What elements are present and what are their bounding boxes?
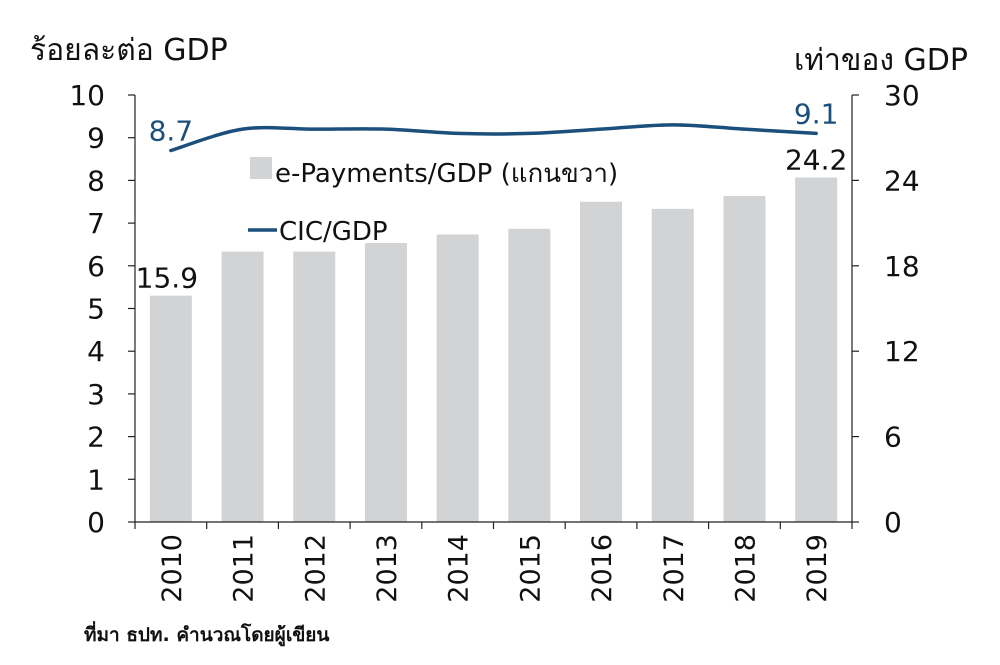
data-label-2019: 9.1 — [794, 97, 839, 130]
left-tick-label: 7 — [87, 207, 105, 240]
x-tick-label-2015: 2015 — [515, 534, 546, 603]
x-tick-label-2011: 2011 — [229, 534, 260, 603]
left-tick-label: 1 — [87, 463, 105, 496]
data-label-2019: 24.2 — [785, 144, 847, 177]
bar-2016 — [580, 201, 623, 522]
right-tick-label: 12 — [884, 335, 920, 368]
bar-2012 — [293, 251, 336, 523]
cic-gdp-line — [169, 123, 818, 153]
x-tick-label-2013: 2013 — [372, 534, 403, 603]
right-tick-label: 6 — [884, 421, 902, 454]
x-tick-label-2017: 2017 — [659, 534, 690, 603]
legend-bar-swatch — [250, 157, 272, 179]
bar-2010 — [149, 295, 192, 522]
bar-2013 — [364, 243, 407, 522]
legend-bar-label: e-Payments/GDP (แกนขวา) — [275, 159, 618, 189]
x-tick-label-2016: 2016 — [587, 534, 618, 603]
left-tick-label: 3 — [87, 378, 105, 411]
legend-line-label: CIC/GDP — [279, 217, 388, 247]
left-tick-label: 0 — [87, 506, 105, 539]
x-tick-label-2014: 2014 — [444, 534, 475, 603]
bar-2019 — [795, 177, 838, 522]
left-tick-label: 10 — [69, 79, 105, 112]
bar-2014 — [436, 234, 479, 522]
right-tick-label: 30 — [884, 79, 920, 112]
data-label-2010: 15.9 — [136, 262, 198, 295]
bar-2011 — [221, 251, 264, 523]
left-tick-label: 5 — [87, 293, 105, 326]
left-tick-label: 9 — [87, 122, 105, 155]
left-tick-label: 4 — [87, 335, 105, 368]
right-axis-title: เท่าของ GDP — [794, 43, 968, 78]
bar-2018 — [723, 196, 766, 522]
bar-2017 — [651, 208, 694, 522]
left-axis-title: ร้อยละต่อ GDP — [30, 33, 228, 68]
x-tick-label-2018: 2018 — [730, 534, 761, 603]
left-tick-label: 2 — [87, 421, 105, 454]
source-note: ที่มา ธปท. คำนวณโดยผู้เขียน — [84, 624, 330, 646]
left-tick-label: 8 — [87, 164, 105, 197]
left-tick-label: 6 — [87, 250, 105, 283]
right-tick-label: 18 — [884, 250, 920, 283]
x-tick-label-2019: 2019 — [802, 534, 833, 603]
right-tick-label: 24 — [884, 164, 920, 197]
x-tick-label-2010: 2010 — [157, 534, 188, 603]
bar-2015 — [508, 228, 551, 522]
data-label-2010: 8.7 — [149, 115, 194, 148]
x-tick-label-2012: 2012 — [300, 534, 331, 603]
right-tick-label: 0 — [884, 506, 902, 539]
